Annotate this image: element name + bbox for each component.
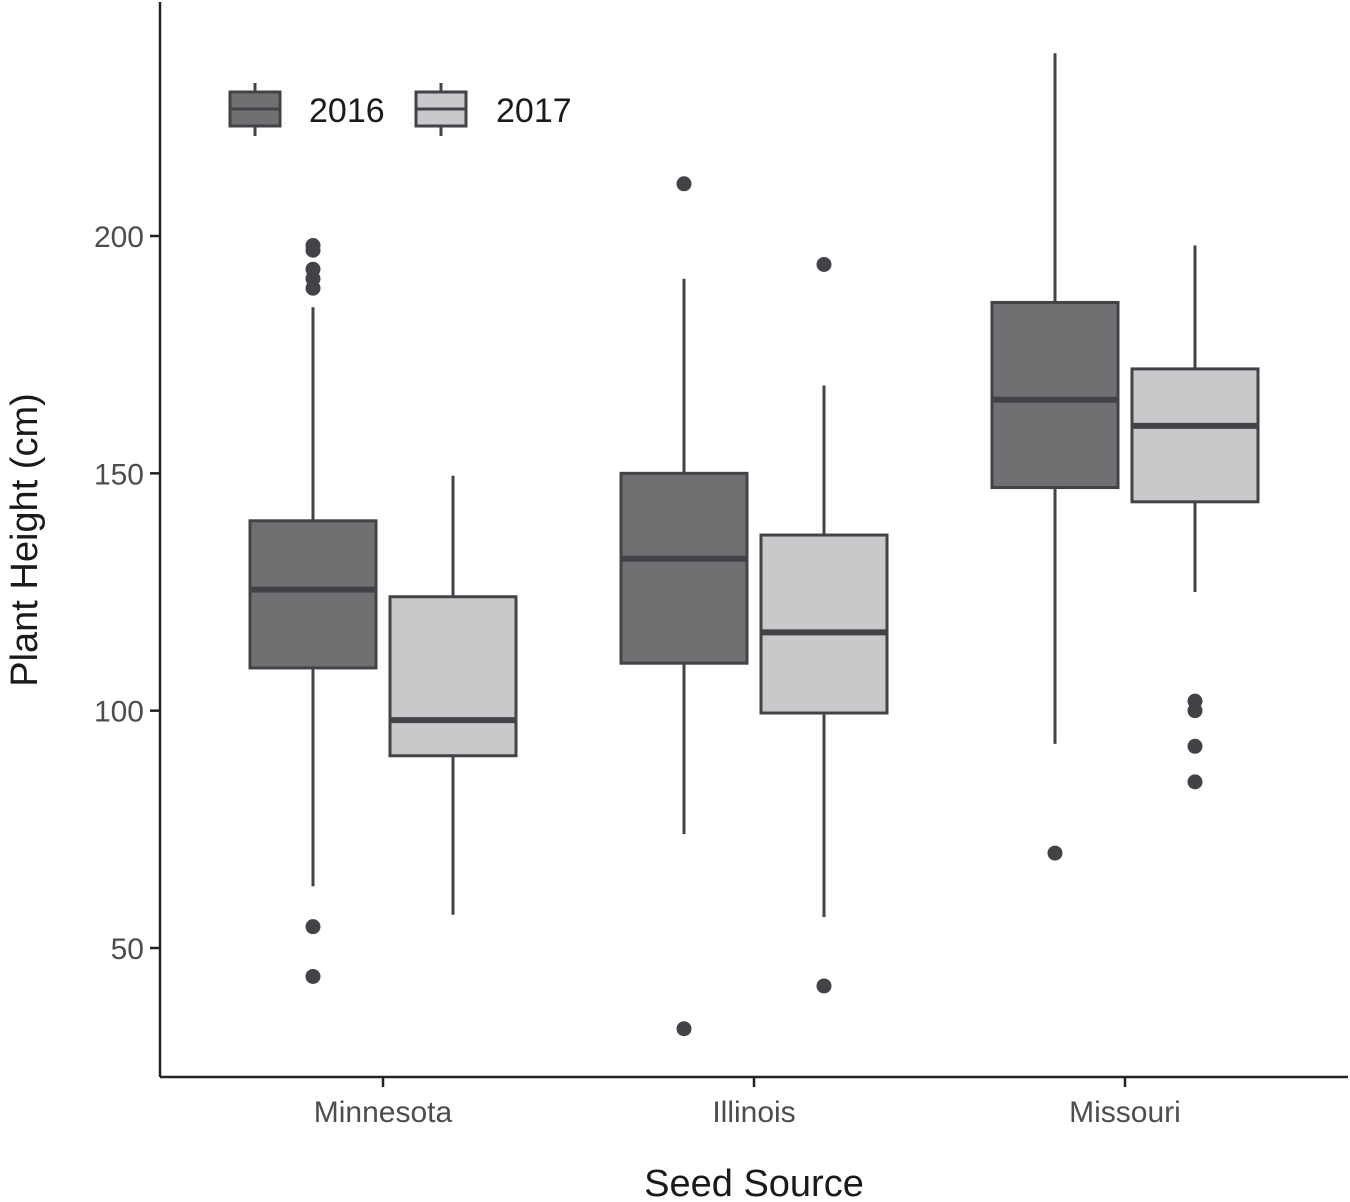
outlier-point [676,1021,692,1037]
x-tick-label: Illinois [712,1096,795,1129]
outlier-point [305,242,321,258]
outlier-point [816,256,832,272]
box-body [990,300,1120,490]
box-body [248,519,378,670]
y-tick-label: 50 [111,933,144,966]
x-tick-label: Missouri [1069,1096,1181,1129]
box-body [619,471,749,665]
box-missouri-2017 [1130,245,1260,790]
box-body [759,533,889,715]
y-tick-label: 150 [94,458,144,491]
y-tick-label: 100 [94,696,144,729]
x-axis-title: Seed Source [644,1163,864,1202]
box-illinois-2017 [759,256,889,994]
y-tick-label: 200 [94,221,144,254]
y-axis-title: Plant Height (cm) [4,393,46,687]
plot-area [248,53,1260,1037]
legend-item-2017: 2017 [414,83,572,136]
outlier-point [305,919,321,935]
outlier-point [1187,703,1203,719]
x-tick-label: Minnesota [314,1096,453,1129]
box-body [388,595,518,758]
outlier-point [1187,738,1203,754]
legend: 2016 2017 [228,83,572,136]
box-body [1130,367,1260,504]
box-illinois-2016 [619,176,749,1037]
box-missouri-2016 [990,53,1120,861]
legend-item-2016: 2016 [228,83,385,136]
outlier-point [816,978,832,994]
outlier-point [1187,774,1203,790]
outlier-point [305,968,321,984]
axes: 50 100 150 200 Minnesota Illinois Missouri [94,2,1348,1129]
outlier-point [305,280,321,296]
outlier-point [676,176,692,192]
outlier-point [1047,845,1063,861]
box-minnesota-2016 [248,237,378,984]
legend-label: 2017 [496,92,572,130]
box-minnesota-2017 [388,475,518,915]
legend-label: 2016 [309,92,385,130]
